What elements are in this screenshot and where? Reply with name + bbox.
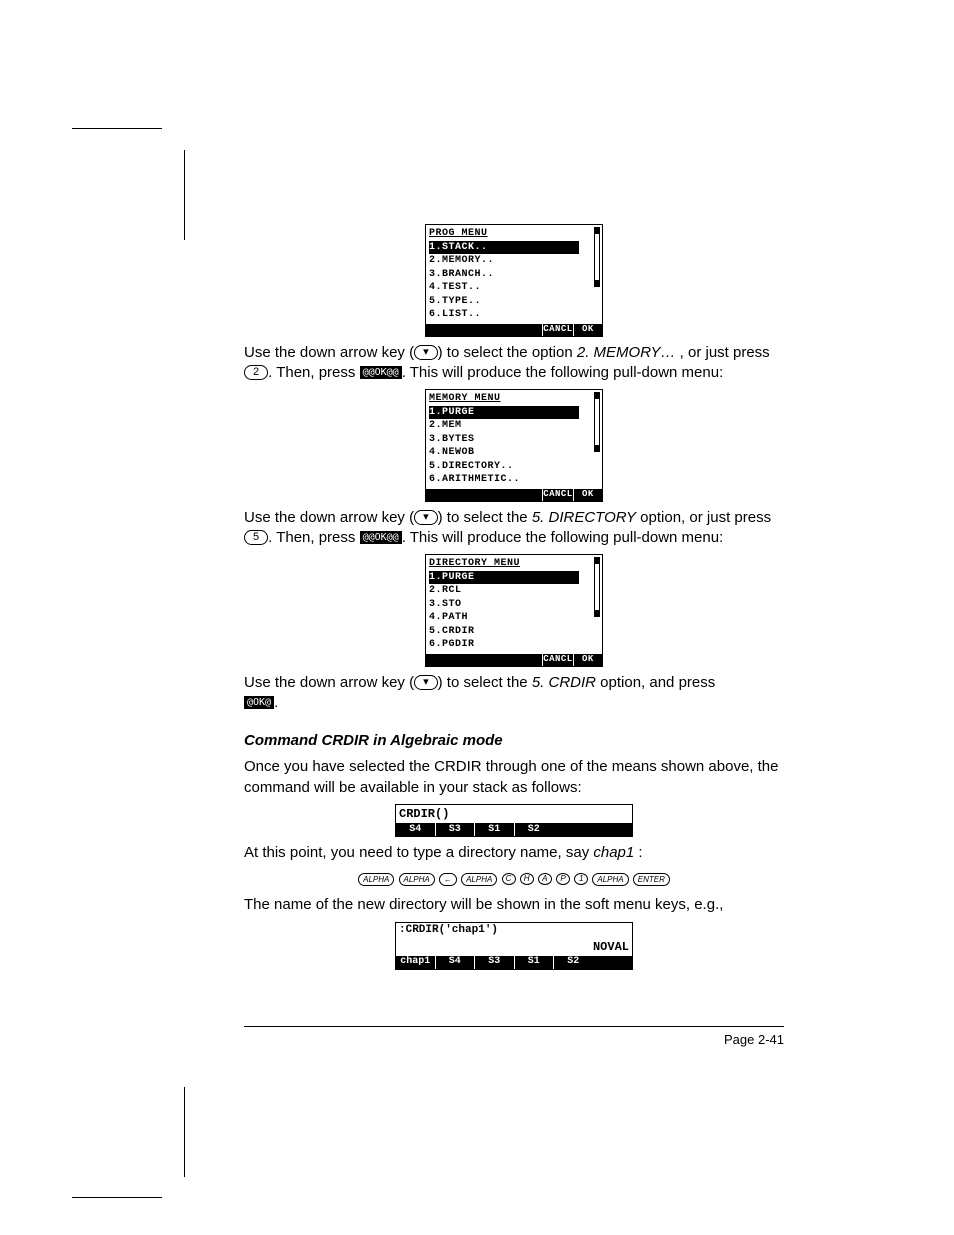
softkey: OK [573, 653, 602, 665]
softkey: S1 [514, 955, 554, 969]
calc-screen-directory-menu: DIRECTORY MENU 1.PURGE 2.RCL 3.STO 4.PAT… [425, 554, 603, 667]
menu-title: PROG MENU [426, 225, 602, 241]
key-5: 5 [244, 530, 268, 545]
paragraph: Once you have selected the CRDIR through… [244, 757, 784, 798]
calc-stack-crdir: CRDIR() S4 S3 S1 S2 [395, 804, 633, 837]
menu-item: 3.BYTES [429, 433, 599, 447]
one-key-icon: 1 [574, 873, 588, 885]
menu-item: 6.PGDIR [429, 638, 599, 652]
c-key-icon: C [502, 873, 516, 885]
softkey: S3 [474, 955, 514, 969]
softkey: CANCL [542, 653, 573, 665]
menu-item: 3.STO [429, 598, 599, 612]
menu-item: 5.DIRECTORY.. [429, 460, 599, 474]
down-arrow-key-icon: ▾ [414, 510, 438, 525]
page-content: PROG MENU 1.STACK.. 2.MEMORY.. 3.BRANCH.… [244, 220, 784, 972]
menu-item: 1.PURGE [429, 571, 579, 585]
menu-item: 6.ARITHMETIC.. [429, 473, 599, 487]
key-sequence: ALPHA ALPHA ← ALPHA C H A P 1 ALPHA ENTE… [244, 869, 784, 889]
paragraph: The name of the new directory will be sh… [244, 895, 784, 915]
calc-screen-memory-menu: MEMORY MENU 1.PURGE 2.MEM 3.BYTES 4.NEWO… [425, 389, 603, 502]
paragraph: Use the down arrow key (▾) to select the… [244, 508, 784, 549]
left-shift-key-icon: ← [439, 873, 457, 886]
softkey: S4 [396, 823, 435, 837]
paragraph: Use the down arrow key (▾) to select the… [244, 673, 784, 714]
page-number: Page 2-41 [724, 1032, 784, 1047]
calc-screen-prog-menu: PROG MENU 1.STACK.. 2.MEMORY.. 3.BRANCH.… [425, 224, 603, 337]
stack-line: CRDIR() [396, 805, 632, 823]
ok-softkey-icon: @@OK@@ [360, 366, 402, 380]
softkey: S3 [435, 823, 475, 837]
softkey: OK [573, 488, 602, 500]
softkey: S4 [435, 955, 475, 969]
softkey: CANCL [542, 323, 573, 335]
alpha-key-icon: ALPHA [399, 873, 435, 886]
alpha-key-icon: ALPHA [461, 873, 497, 886]
key-2: 2 [244, 365, 268, 380]
down-arrow-key-icon: ▾ [414, 345, 438, 360]
menu-title: MEMORY MENU [426, 390, 602, 406]
paragraph: At this point, you need to type a direct… [244, 843, 784, 863]
menu-item: 6.LIST.. [429, 308, 599, 322]
section-heading: Command CRDIR in Algebraic mode [244, 731, 784, 751]
menu-item: 5.TYPE.. [429, 295, 599, 309]
menu-item: 4.TEST.. [429, 281, 599, 295]
softkey: S2 [553, 955, 593, 969]
menu-item: 3.BRANCH.. [429, 268, 599, 282]
stack-header: :CRDIR('chap1') [396, 923, 632, 938]
softkey: CANCL [542, 488, 573, 500]
menu-item: 1.STACK.. [429, 241, 579, 255]
softkey: S2 [514, 823, 554, 837]
softkey: OK [573, 323, 602, 335]
p-key-icon: P [556, 873, 570, 885]
softkey: S1 [474, 823, 514, 837]
menu-item: 2.MEM [429, 419, 599, 433]
alpha-key-icon: ALPHA [592, 873, 628, 886]
menu-item: 4.PATH [429, 611, 599, 625]
calc-stack-result: :CRDIR('chap1') NOVAL chap1 S4 S3 S1 S2 [395, 922, 633, 970]
down-arrow-key-icon: ▾ [414, 675, 438, 690]
ok-softkey-icon: @@OK@@ [360, 531, 402, 545]
menu-item: 5.CRDIR [429, 625, 599, 639]
a-key-icon: A [538, 873, 552, 885]
stack-noval: NOVAL [396, 938, 632, 956]
h-key-icon: H [520, 873, 534, 885]
footer-rule [244, 1026, 784, 1027]
menu-item: 4.NEWOB [429, 446, 599, 460]
ok-softkey-icon: @OK@ [244, 696, 274, 710]
softkey-chap1: chap1 [396, 955, 435, 969]
enter-key-icon: ENTER [633, 873, 670, 886]
alpha-key-icon: ALPHA [358, 873, 394, 886]
paragraph: Use the down arrow key (▾) to select the… [244, 343, 784, 384]
menu-title: DIRECTORY MENU [426, 555, 602, 571]
menu-item: 1.PURGE [429, 406, 579, 420]
menu-item: 2.RCL [429, 584, 599, 598]
menu-item: 2.MEMORY.. [429, 254, 599, 268]
